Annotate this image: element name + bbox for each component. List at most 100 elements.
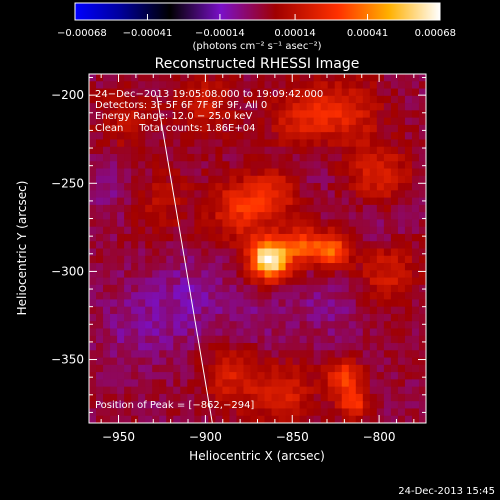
heatmap-cell [236, 81, 245, 90]
heatmap-cell [348, 103, 357, 111]
heatmap-cell [173, 146, 181, 155]
heatmap-cell [341, 117, 350, 126]
heatmap-cell [348, 153, 357, 162]
heatmap-cell [278, 175, 287, 184]
heatmap-cell [173, 393, 181, 402]
heatmap-cell [173, 263, 181, 271]
heatmap-cell [404, 401, 413, 410]
heatmap-cell [124, 393, 132, 402]
heatmap-cell [376, 263, 385, 271]
heatmap-cell [376, 248, 385, 257]
heatmap-cell [404, 88, 413, 97]
heatmap-cell [145, 415, 153, 423]
heatmap-cell [271, 161, 280, 170]
heatmap-cell [362, 175, 371, 184]
heatmap-cell [334, 379, 343, 388]
heatmap-cell [208, 204, 216, 213]
heatmap-cell [110, 81, 118, 90]
heatmap-cell [362, 335, 371, 344]
heatmap-cell [362, 117, 371, 126]
heatmap-cell [243, 292, 252, 300]
heatmap-cell [320, 183, 329, 191]
heatmap-cell [271, 292, 280, 300]
heatmap-cell [404, 248, 413, 257]
heatmap-cell [138, 233, 146, 242]
heatmap-cell [299, 233, 308, 242]
heatmap-cell [397, 233, 406, 242]
heatmap-cell [124, 343, 132, 351]
heatmap-cell [180, 219, 188, 228]
heatmap-cell [376, 335, 385, 344]
heatmap-cell [271, 364, 280, 373]
heatmap-cell [369, 277, 378, 286]
heatmap-cell [376, 277, 385, 286]
heatmap-cell [278, 321, 287, 330]
heatmap-cell [313, 233, 322, 242]
heatmap-cell [222, 204, 231, 213]
heatmap-cell [166, 103, 174, 111]
heatmap-cell [257, 74, 266, 82]
heatmap-cell [271, 88, 280, 97]
heatmap-cell [285, 306, 294, 315]
heatmap-cell [131, 183, 139, 191]
heatmap-cell [194, 124, 202, 133]
heatmap-cell [145, 124, 153, 133]
heatmap-cell [222, 343, 231, 351]
heatmap-cell [131, 241, 139, 250]
heatmap-cell [229, 284, 238, 293]
heatmap-cell [390, 248, 399, 257]
heatmap-cell [362, 146, 371, 155]
heatmap-cell [201, 161, 209, 170]
heatmap-cell [369, 197, 378, 206]
heatmap-cell [264, 197, 273, 206]
heatmap-cell [194, 233, 202, 242]
heatmap-cell [348, 233, 357, 242]
heatmap-cell [145, 88, 153, 97]
heatmap-cell [166, 146, 174, 155]
heatmap-cell [124, 364, 132, 373]
heatmap-cell [187, 364, 195, 373]
heatmap-cell [243, 103, 252, 111]
heatmap-cell [173, 350, 181, 359]
heatmap-cell [229, 408, 238, 417]
heatmap-cell [201, 117, 209, 126]
heatmap-cell [341, 132, 350, 141]
heatmap-cell [306, 233, 315, 242]
heatmap-cell [355, 153, 364, 162]
heatmap-cell [334, 153, 343, 162]
heatmap-cell [341, 343, 350, 351]
heatmap-cell [187, 219, 195, 228]
heatmap-cell [278, 88, 287, 97]
heatmap-cell [397, 255, 406, 264]
heatmap-cell [285, 379, 294, 388]
heatmap-cell [411, 103, 420, 111]
heatmap-cell [173, 343, 181, 351]
heatmap-cell [404, 103, 413, 111]
heatmap-cell [208, 408, 216, 417]
heatmap-cell [166, 161, 174, 170]
heatmap-cell [103, 263, 111, 271]
heatmap-cell [376, 401, 385, 410]
heatmap-cell [271, 408, 280, 417]
heatmap-cell [236, 263, 245, 271]
heatmap-cell [362, 408, 371, 417]
heatmap-cell [411, 110, 420, 119]
heatmap-cell [166, 393, 174, 402]
heatmap-cell [180, 321, 188, 330]
heatmap-cell [327, 306, 336, 315]
heatmap-cell [278, 313, 287, 322]
heatmap-cell [110, 212, 118, 221]
heatmap-cell [110, 379, 118, 388]
heatmap-cell [292, 321, 301, 330]
heatmap-cell [194, 197, 202, 206]
heatmap-cell [362, 168, 371, 177]
heatmap-cell [222, 197, 231, 206]
heatmap-cell [390, 270, 399, 279]
heatmap-cell [313, 204, 322, 213]
heatmap-cell [327, 299, 336, 308]
heatmap-cell [194, 95, 202, 104]
heatmap-cell [313, 197, 322, 206]
heatmap-cell [96, 335, 104, 344]
heatmap-cell [159, 95, 167, 104]
heatmap-cell [285, 110, 294, 119]
